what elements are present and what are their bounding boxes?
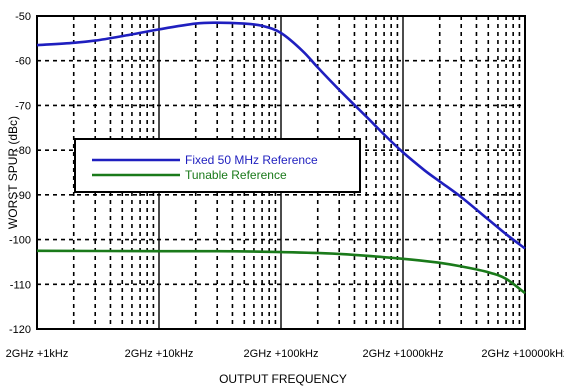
x-tick-label: 2GHz +10000kHz [481, 348, 564, 360]
y-tick-label: -80 [15, 145, 31, 157]
legend-label-tunable-reference: Tunable Reference [185, 168, 287, 182]
y-tick-label: -100 [9, 235, 31, 247]
x-tick-label: 2GHz +100kHz [244, 348, 319, 360]
y-tick-label: -110 [10, 279, 31, 291]
legend: Fixed 50 MHz Reference Tunable Reference [74, 138, 361, 193]
series-line-1 [36, 249, 526, 295]
y-tick-label: -120 [9, 324, 31, 336]
y-axis-label: WORST SPUR (dBc) [6, 116, 20, 229]
x-tick-label: 2GHz +1000kHz [362, 348, 443, 360]
y-tick-label: -60 [15, 56, 31, 68]
x-tick-label: 2GHz +10kHz [125, 348, 194, 360]
series-line-0 [36, 21, 526, 250]
tick-labels: -50 -60 -70 -80 -90 -100 -110 -120 2GHz +1kHz 2GH… [6, 11, 564, 360]
x-tick-label: 2GHz +1kHz [6, 348, 69, 360]
y-tick-label: -50 [15, 11, 31, 23]
y-tick-label: -90 [15, 190, 31, 202]
y-tick-label: -70 [15, 100, 31, 112]
x-axis-label: OUTPUT FREQUENCY [219, 372, 347, 386]
plot-frame [36, 15, 526, 330]
legend-box [74, 138, 361, 193]
series-layer [36, 21, 526, 295]
legend-label-fixed-reference: Fixed 50 MHz Reference [185, 153, 318, 167]
